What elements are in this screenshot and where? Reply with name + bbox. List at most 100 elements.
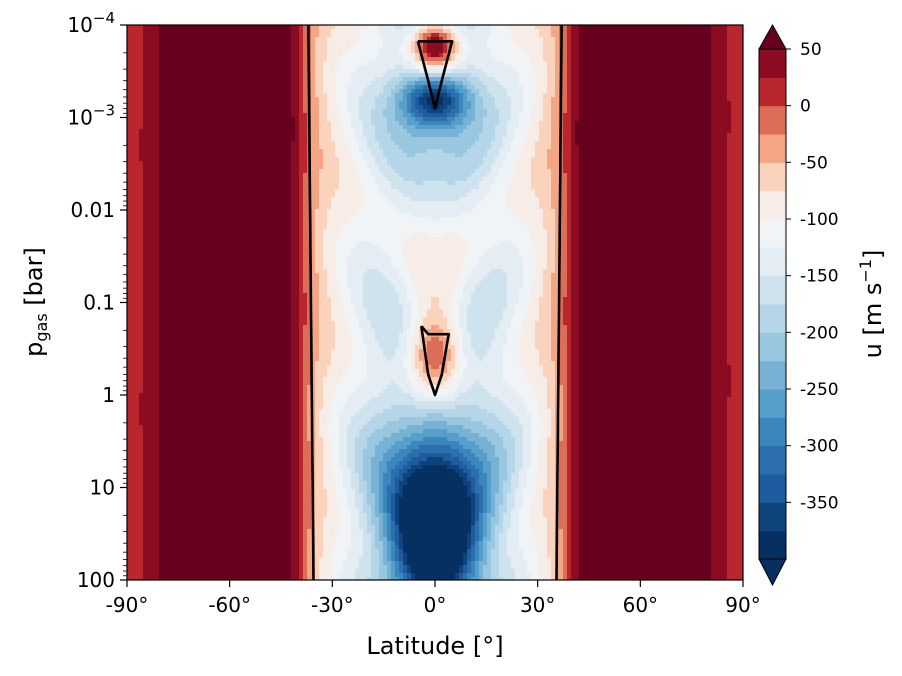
contour-cell <box>159 233 292 238</box>
contour-cell <box>291 485 300 490</box>
contour-cell <box>463 237 532 242</box>
contour-cell <box>323 545 336 550</box>
colorbar-label: u [m s−1] <box>856 250 887 359</box>
contour-cell <box>559 489 568 494</box>
contour-cell <box>407 553 464 558</box>
contour-cell <box>467 321 500 326</box>
contour-cell <box>551 333 560 338</box>
contour-cell <box>383 37 404 42</box>
contour-cell <box>383 561 392 566</box>
contour-cell <box>563 145 572 150</box>
contour-cell <box>507 301 520 306</box>
contour-cell <box>571 189 580 194</box>
contour-cell <box>331 445 340 450</box>
contour-cell <box>311 337 320 342</box>
contour-cell <box>459 109 464 114</box>
contour-cell <box>479 561 488 566</box>
contour-cell <box>351 353 368 358</box>
contour-cell <box>315 561 320 566</box>
contour-cell <box>403 569 408 574</box>
contour-cell <box>491 553 500 558</box>
contour-cell <box>487 273 508 278</box>
contour-cell <box>471 533 476 538</box>
contour-cell <box>359 509 364 514</box>
contour-cell <box>375 445 392 450</box>
contour-cell <box>519 473 528 478</box>
contour-cell <box>339 573 356 578</box>
contour-cell <box>399 333 408 338</box>
contour-cell <box>411 49 416 54</box>
contour-cell <box>471 45 488 50</box>
contour-cell <box>551 205 560 210</box>
contour-cell <box>571 317 580 322</box>
contour-cell <box>579 41 712 46</box>
contour-cell <box>443 313 452 318</box>
contour-cell <box>559 241 568 246</box>
contour-cell <box>535 77 548 82</box>
contour-cell <box>159 385 292 390</box>
contour-cell <box>579 33 712 38</box>
contour-cell <box>419 69 452 74</box>
contour-cell <box>507 293 520 298</box>
contour-cell <box>303 93 312 98</box>
contour-cell <box>479 457 488 462</box>
contour-cell <box>399 469 408 474</box>
contour-cell <box>159 417 292 422</box>
contour-cell <box>159 121 296 126</box>
contour-cell <box>127 97 144 102</box>
contour-cell <box>711 537 728 542</box>
contour-cell <box>407 153 416 158</box>
contour-cell <box>383 545 388 550</box>
contour-cell <box>475 569 480 574</box>
contour-cell <box>407 101 412 106</box>
contour-cell <box>299 269 304 274</box>
contour-cell <box>355 445 368 450</box>
contour-cell <box>143 41 160 46</box>
contour-cell <box>303 105 312 110</box>
contour-cell <box>463 577 468 580</box>
colorbar-block <box>759 162 786 192</box>
contour-cell <box>315 381 324 386</box>
contour-cell <box>491 533 496 538</box>
contour-cell <box>579 553 712 558</box>
contour-cell <box>127 309 144 314</box>
contour-cell <box>559 37 568 42</box>
contour-cell <box>395 569 400 574</box>
contour-cell <box>143 469 160 474</box>
contour-cell <box>463 297 472 302</box>
contour-cell <box>291 349 300 354</box>
contour-cell <box>323 473 336 478</box>
contour-cell <box>543 113 552 118</box>
contour-cell <box>395 353 408 358</box>
contour-cell <box>571 29 580 34</box>
contour-cell <box>511 101 524 106</box>
contour-cell <box>563 437 568 442</box>
contour-cell <box>299 405 304 410</box>
contour-cell <box>511 509 520 514</box>
contour-cell <box>311 317 320 322</box>
contour-cell <box>299 417 304 422</box>
contour-cell <box>511 209 544 214</box>
contour-cell <box>571 101 580 106</box>
contour-cell <box>299 449 304 454</box>
contour-cell <box>347 505 356 510</box>
contour-cell <box>567 245 572 250</box>
contour-cell <box>415 33 420 38</box>
contour-cell <box>459 45 464 50</box>
contour-cell <box>331 453 340 458</box>
contour-cell <box>411 353 416 358</box>
contour-cell <box>727 45 743 50</box>
contour-cell <box>127 125 144 130</box>
contour-cell <box>567 341 572 346</box>
contour-cell <box>343 481 352 486</box>
contour-cell <box>563 117 572 122</box>
contour-cell <box>527 561 540 566</box>
contour-cell <box>567 433 572 438</box>
contour-cell <box>479 89 488 94</box>
contour-cell <box>311 245 316 250</box>
contour-cell <box>539 437 548 442</box>
contour-cell <box>447 33 452 38</box>
contour-cell <box>159 261 292 266</box>
contour-cell <box>143 549 160 554</box>
contour-cell <box>127 569 144 574</box>
